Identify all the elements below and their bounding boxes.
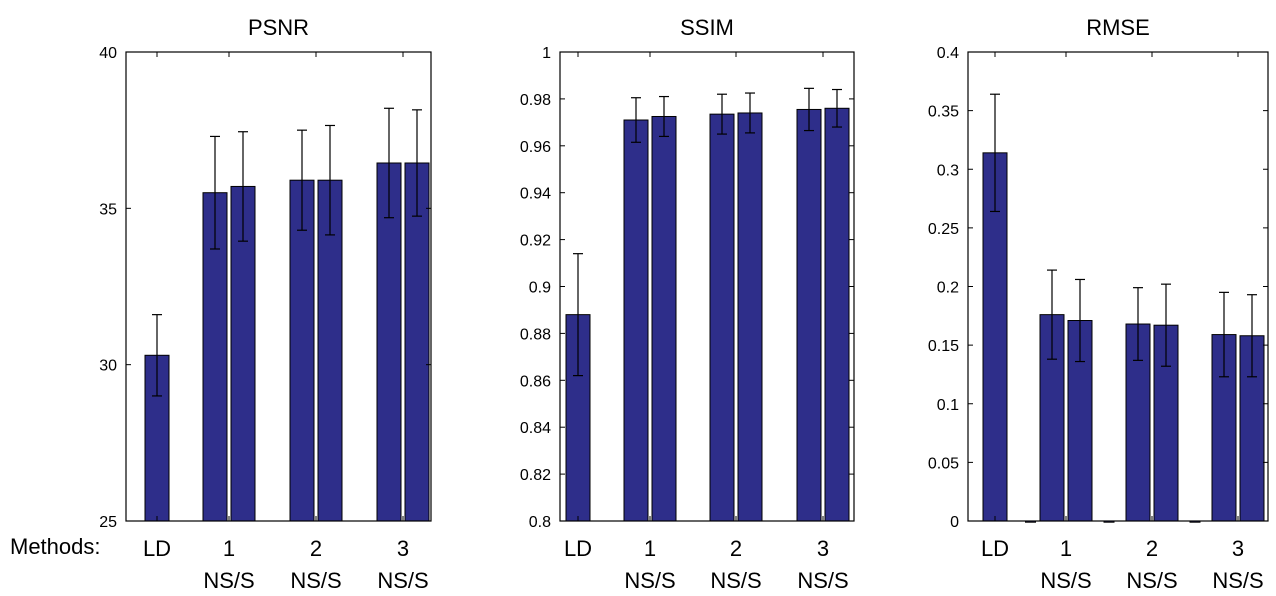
chart-panel-rmse: RMSE 0 0.05 0.1 0.15 0.2 0.25 0.3 0.35 0.4 LD 1 NS/S…: [928, 15, 1269, 593]
y-tick-label: 0.35: [928, 104, 959, 121]
x-tick-sublabel: NS/S: [624, 568, 675, 593]
x-tick-label: LD: [564, 536, 592, 561]
y-tick-label: 0.96: [520, 139, 551, 156]
bar-ssim-6: [824, 107, 850, 522]
y-tick-label: 0.15: [928, 338, 959, 355]
chart-title: SSIM: [680, 15, 734, 40]
y-tick-label: 0.25: [928, 221, 959, 238]
bar-psnr-4: [317, 179, 343, 522]
x-tick-label: LD: [143, 536, 171, 561]
x-tick-label: LD: [981, 536, 1009, 561]
bar-rmse-0: [982, 152, 1008, 522]
chart-panel-ssim: SSIM 0.8 0.82 0.84 0.86 0.88 0.9 0.92 0.94 0.96 0.…: [520, 15, 855, 593]
x-tick-sublabel: NS/S: [710, 568, 761, 593]
x-tick-label: 1: [644, 536, 656, 561]
x-tick-sublabel: NS/S: [797, 568, 848, 593]
y-tick-label: 0: [950, 514, 959, 531]
bar-ssim-1: [623, 119, 649, 522]
chart-panel-psnr: PSNR 25 30 35 40 LD 1 NS/S 2 NS/S 3 NS/S: [99, 15, 432, 593]
y-tick-label: 0.1: [937, 397, 959, 414]
x-tick-label: 2: [310, 536, 322, 561]
y-tick-label: 1: [542, 45, 551, 62]
y-tick-label: 0.84: [520, 420, 551, 437]
y-tick-label: 35: [99, 201, 117, 218]
bar-ssim-4: [737, 112, 763, 522]
x-tick-label: 2: [1146, 536, 1158, 561]
chart-title: RMSE: [1086, 15, 1150, 40]
x-tick-label: 3: [817, 536, 829, 561]
bar-ssim-2: [651, 115, 677, 522]
y-tick-label: 0.98: [520, 92, 551, 109]
x-tick-sublabel: NS/S: [1126, 568, 1177, 593]
x-tick-label: 1: [1060, 536, 1072, 561]
methods-row-label: Methods:: [10, 534, 101, 559]
y-tick-label: 0.8: [529, 514, 551, 531]
y-tick-label: 0.05: [928, 455, 959, 472]
bar-ssim-5: [796, 108, 822, 522]
axes-box: [125, 51, 432, 522]
y-tick-label: 0.88: [520, 326, 551, 343]
bar-psnr-5: [376, 162, 402, 522]
y-tick-label: 0.92: [520, 233, 551, 250]
x-tick-sublabel: NS/S: [1212, 568, 1263, 593]
y-tick-label: 0.86: [520, 373, 551, 390]
y-tick-label: 40: [99, 45, 117, 62]
x-tick-label: 3: [397, 536, 409, 561]
bar-ssim-3: [709, 113, 735, 522]
y-tick-label: 0.3: [937, 162, 959, 179]
chart-title: PSNR: [248, 15, 309, 40]
y-tick-label: 0.2: [937, 280, 959, 297]
bar-psnr-3: [289, 179, 315, 522]
y-tick-label: 0.9: [529, 280, 551, 297]
x-tick-sublabel: NS/S: [203, 568, 254, 593]
x-tick-label: 3: [1232, 536, 1244, 561]
y-tick-label: 0.82: [520, 467, 551, 484]
y-tick-label: 30: [99, 358, 117, 375]
y-tick-label: 0.4: [937, 45, 959, 62]
x-tick-sublabel: NS/S: [377, 568, 428, 593]
x-tick-label: 1: [223, 536, 235, 561]
y-tick-label: 25: [99, 514, 117, 531]
x-tick-sublabel: NS/S: [1040, 568, 1091, 593]
y-tick-label: 0.94: [520, 186, 551, 203]
x-tick-label: 2: [730, 536, 742, 561]
x-tick-sublabel: NS/S: [290, 568, 341, 593]
